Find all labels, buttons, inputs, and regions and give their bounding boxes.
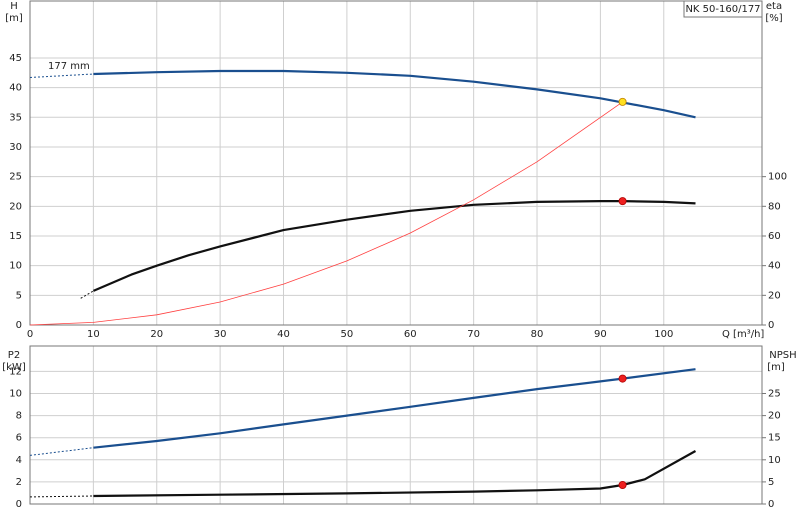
x-tick-label: 30 (214, 329, 227, 340)
curve (93, 69, 696, 119)
y-tick-label: 0 (16, 499, 22, 510)
y2-axis-unit: [%] (765, 13, 782, 24)
y-tick-label: 4 (16, 455, 22, 466)
y2-tick-label: 40 (768, 261, 781, 272)
model-box (683, 0, 763, 18)
operating-point (618, 374, 627, 383)
y2-axis-unit: [m] (767, 362, 785, 373)
y2-tick-label: 0 (768, 499, 774, 510)
x-axis-label: Q [m³/h] (722, 329, 764, 340)
curve (93, 368, 696, 449)
plot-frame (29, 345, 763, 505)
y-tick-label: 5 (16, 290, 22, 301)
y2-tick-label: 0 (768, 320, 774, 331)
y2-tick-label: 80 (768, 201, 781, 212)
y-tick-label: 40 (9, 83, 22, 94)
y2-tick-label: 20 (768, 290, 781, 301)
curve (92, 200, 696, 292)
curve-extension (80, 290, 94, 299)
curve (93, 450, 697, 498)
y-tick-label: 10 (9, 389, 22, 400)
x-tick-label: 60 (404, 329, 417, 340)
y-tick-label: 25 (9, 172, 22, 183)
x-tick-label: 100 (654, 329, 673, 340)
y-tick-label: 45 (9, 53, 22, 64)
y2-tick-label: 15 (768, 433, 781, 444)
x-tick-label: 20 (150, 329, 163, 340)
y-axis-label: P2 (8, 350, 20, 361)
curve (29, 101, 623, 326)
x-tick-label: 70 (467, 329, 480, 340)
y-tick-label: 8 (16, 411, 22, 422)
y-tick-label: 15 (9, 231, 22, 242)
model-label: NK 50-160/177 (685, 4, 760, 15)
curve-extension (29, 73, 94, 78)
y-axis-unit: [m] (5, 13, 23, 24)
y2-tick-label: 5 (768, 477, 774, 488)
y2-tick-label: 100 (768, 172, 787, 183)
curve-annotation: 177 mm (48, 61, 90, 72)
y-tick-label: 12 (9, 366, 22, 377)
plot-frame (29, 0, 763, 326)
y2-tick-label: 20 (768, 411, 781, 422)
curve-extension (29, 495, 94, 498)
y-tick-label: 30 (9, 142, 22, 153)
x-tick-label: 90 (594, 329, 607, 340)
y2-tick-label: 10 (768, 455, 781, 466)
curve-extension (29, 447, 94, 456)
operating-point (618, 480, 627, 489)
y-axis-label: H (10, 1, 18, 12)
y-tick-label: 6 (16, 433, 22, 444)
y-tick-label: 2 (16, 477, 22, 488)
operating-point (618, 197, 627, 206)
x-tick-label: 0 (27, 329, 33, 340)
x-tick-label: 50 (341, 329, 354, 340)
y2-tick-label: 25 (768, 389, 781, 400)
y-tick-label: 35 (9, 112, 22, 123)
y-tick-label: 0 (16, 320, 22, 331)
y2-axis-label: eta (766, 1, 782, 12)
y2-axis-label: NPSH (769, 350, 796, 361)
x-tick-label: 80 (531, 329, 544, 340)
y-tick-label: 10 (9, 261, 22, 272)
y2-tick-label: 60 (768, 231, 781, 242)
operating-point (618, 97, 627, 106)
x-tick-label: 10 (87, 329, 100, 340)
y-axis-unit: [kW] (2, 362, 26, 373)
x-tick-label: 40 (277, 329, 290, 340)
y-tick-label: 20 (9, 201, 22, 212)
